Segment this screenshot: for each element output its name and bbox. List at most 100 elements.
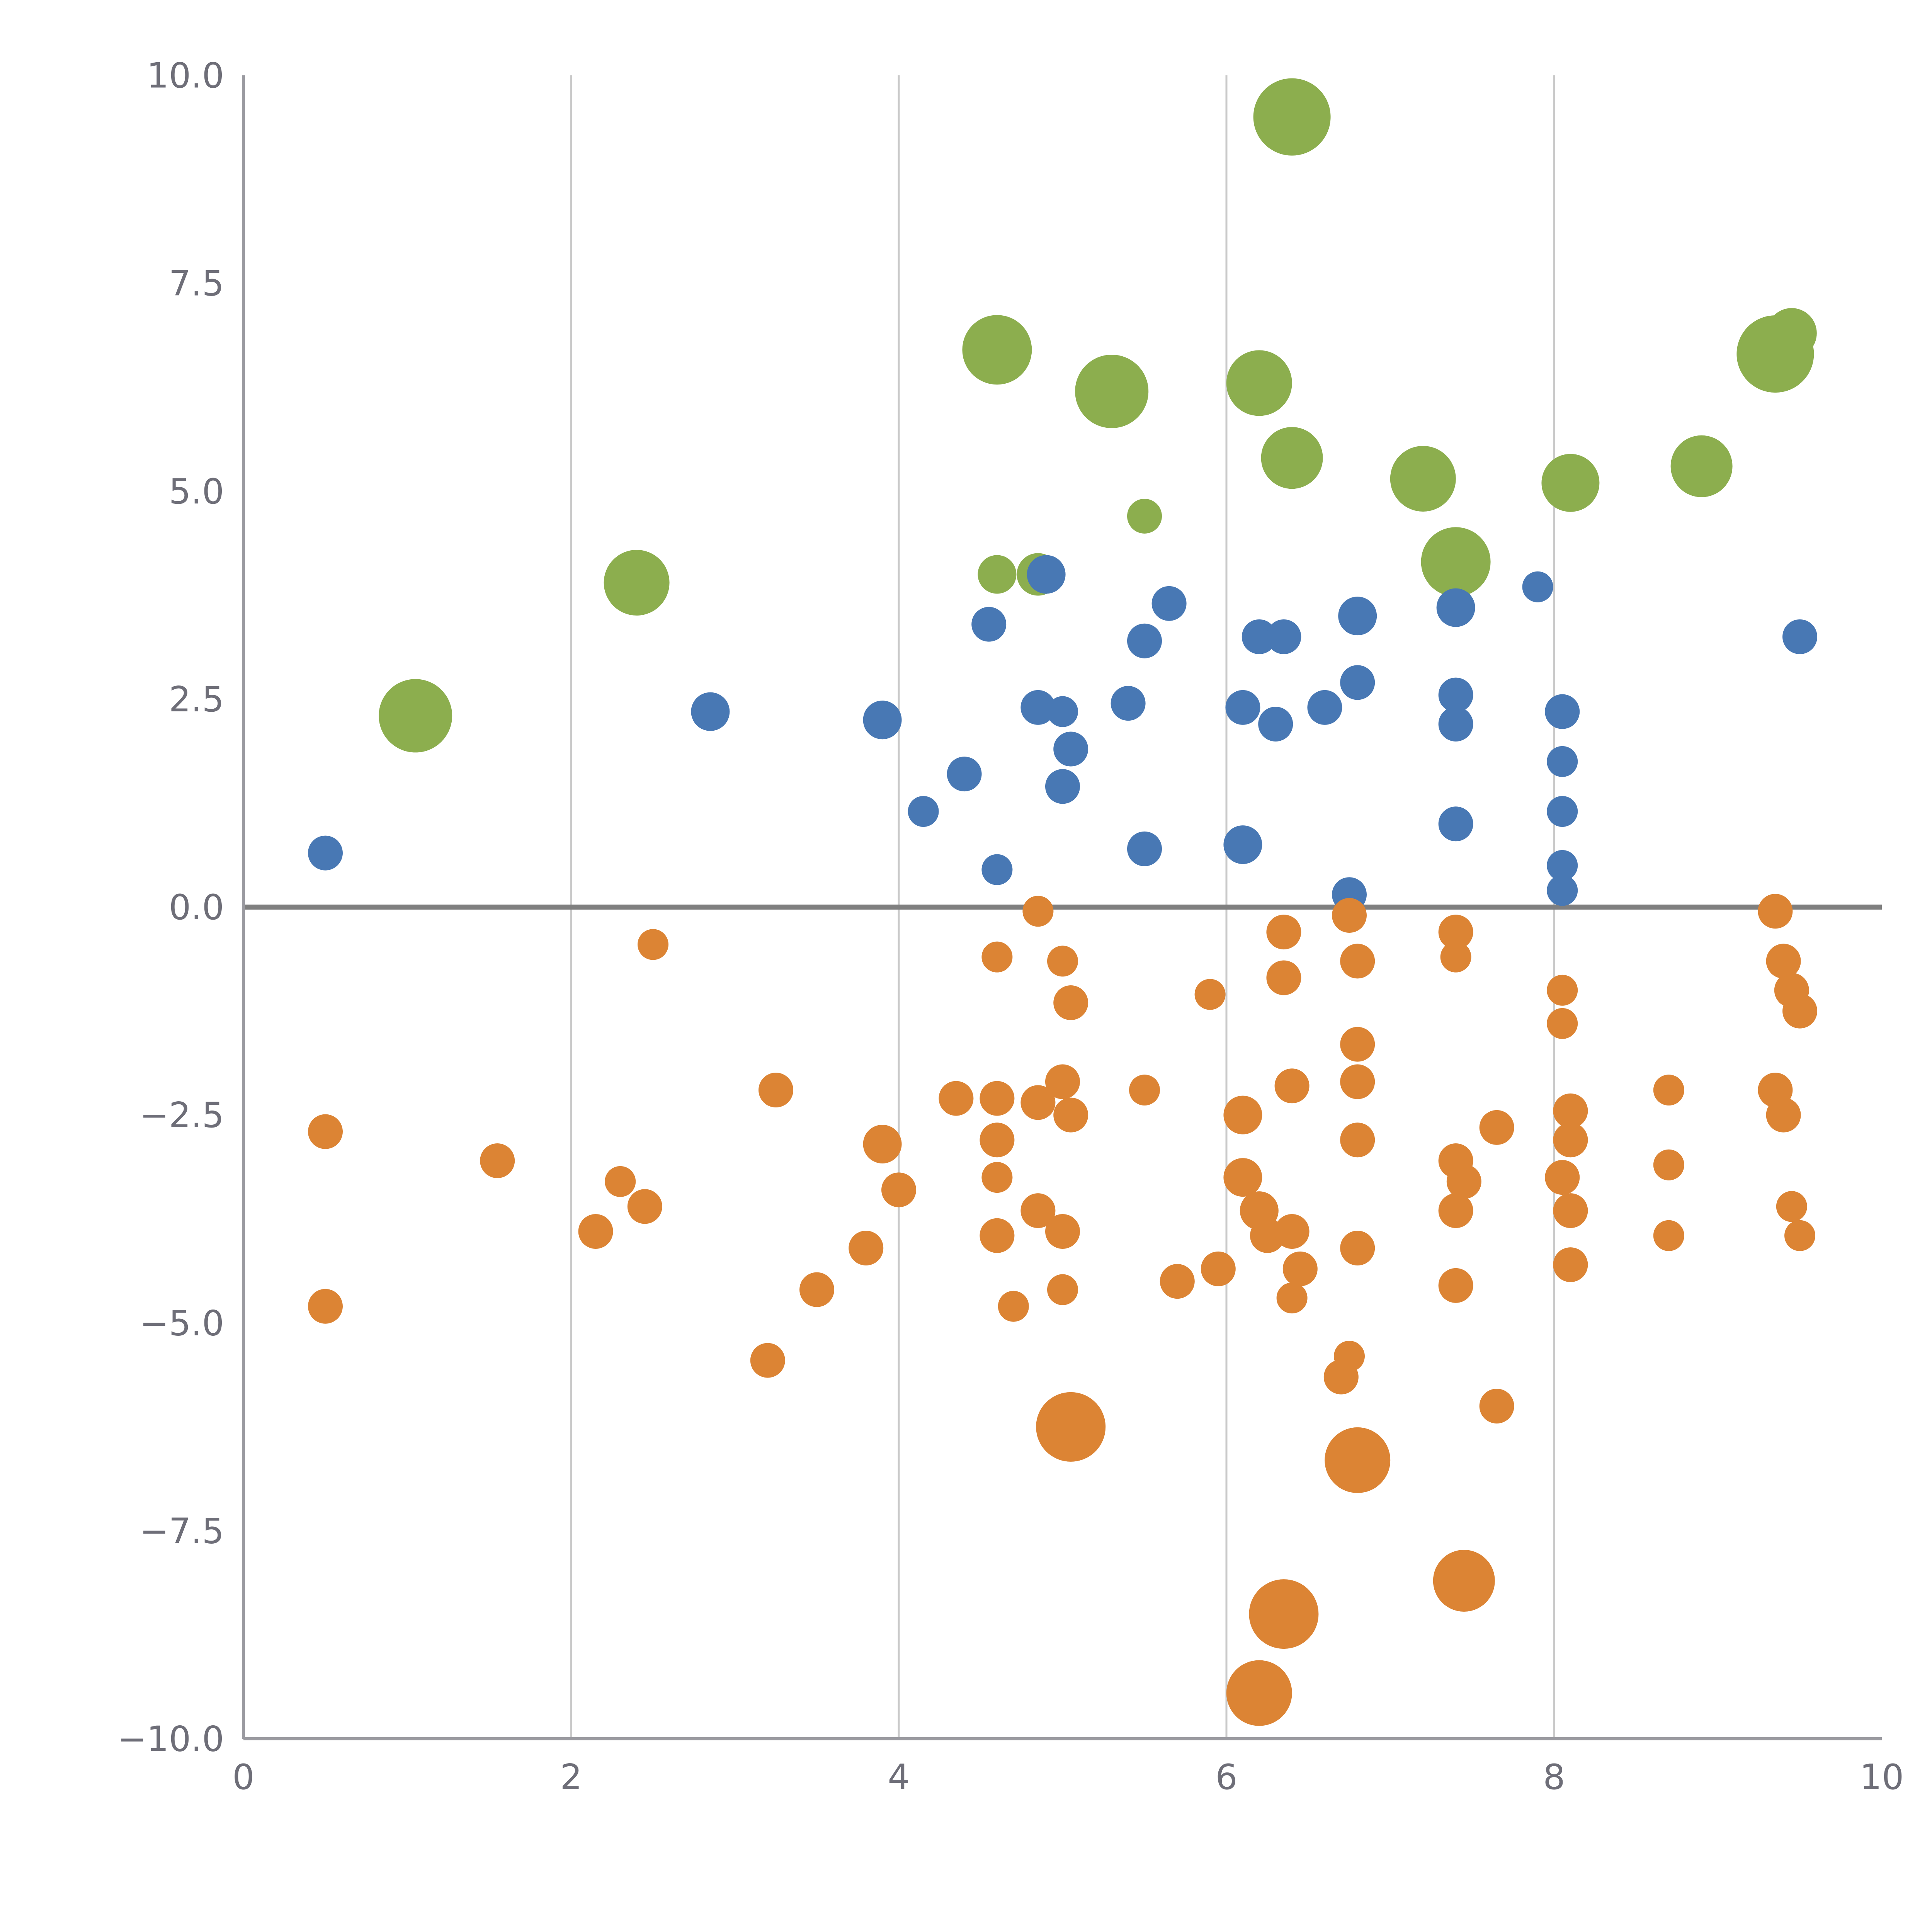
data-point-orange-dots bbox=[1438, 1268, 1473, 1303]
data-point-orange-dots bbox=[1547, 975, 1578, 1006]
data-point-blue-dots bbox=[308, 835, 343, 871]
data-point-orange-dots bbox=[1047, 1274, 1078, 1305]
x-tick-label: 4 bbox=[888, 1757, 910, 1798]
y-tick-label: −10.0 bbox=[117, 1719, 224, 1760]
data-point-orange-dots bbox=[308, 1114, 343, 1149]
data-point-blue-dots bbox=[947, 757, 982, 792]
data-point-orange-dots bbox=[1553, 1122, 1588, 1158]
data-point-blue-dots bbox=[1045, 769, 1080, 804]
data-point-orange-dots bbox=[1758, 894, 1793, 929]
data-point-orange-dots bbox=[627, 1189, 662, 1224]
data-point-orange-dots bbox=[863, 1124, 902, 1163]
data-point-blue-dots bbox=[1340, 665, 1375, 700]
data-point-orange-dots bbox=[980, 1122, 1015, 1158]
data-point-orange-dots bbox=[1276, 1282, 1308, 1314]
data-point-orange-dots bbox=[1653, 1220, 1684, 1251]
x-tick-label: 2 bbox=[560, 1757, 582, 1798]
data-point-blue-dots bbox=[1436, 588, 1475, 627]
data-point-orange-dots bbox=[981, 1162, 1013, 1193]
data-point-orange-dots bbox=[1766, 944, 1801, 979]
data-point-orange-dots bbox=[759, 1073, 793, 1108]
data-point-orange-dots bbox=[1266, 915, 1301, 950]
data-point-blue-dots bbox=[1438, 806, 1473, 842]
data-point-orange-dots bbox=[1479, 1389, 1514, 1423]
data-point-orange-dots bbox=[1053, 1097, 1088, 1133]
data-point-blue-dots bbox=[1545, 694, 1580, 729]
x-tick-label: 0 bbox=[232, 1757, 254, 1798]
data-point-orange-dots bbox=[1045, 1064, 1080, 1099]
data-point-orange-dots bbox=[578, 1214, 613, 1249]
data-point-green-bubbles bbox=[379, 679, 452, 753]
data-point-blue-dots bbox=[863, 701, 902, 740]
data-point-orange-dots bbox=[1653, 1075, 1684, 1106]
data-point-orange-dots bbox=[1340, 1027, 1375, 1062]
data-point-green-bubbles bbox=[604, 550, 670, 616]
data-point-blue-dots bbox=[971, 607, 1007, 642]
data-point-blue-dots bbox=[1547, 850, 1578, 881]
data-point-blue-dots bbox=[1338, 597, 1377, 636]
data-point-orange-dots bbox=[1776, 1191, 1807, 1222]
data-point-orange-dots bbox=[1479, 1110, 1514, 1145]
data-point-orange-dots bbox=[1194, 979, 1226, 1010]
data-point-blue-dots bbox=[1547, 746, 1578, 777]
data-point-blue-dots bbox=[1438, 706, 1473, 742]
data-point-blue-dots bbox=[1127, 623, 1162, 658]
data-point-orange-dots bbox=[939, 1081, 974, 1116]
data-point-orange-dots bbox=[1440, 941, 1471, 973]
x-tick-label: 6 bbox=[1215, 1757, 1237, 1798]
data-point-green-bubbles bbox=[1261, 427, 1323, 489]
data-point-green-bubbles bbox=[1670, 435, 1733, 497]
data-point-orange-dots bbox=[1545, 1160, 1580, 1195]
data-point-orange-dots bbox=[998, 1291, 1029, 1322]
data-point-orange-dots bbox=[1223, 1095, 1262, 1134]
data-points-group bbox=[308, 78, 1817, 1726]
data-point-orange-dots bbox=[1325, 1427, 1391, 1493]
data-point-orange-dots bbox=[1553, 1247, 1588, 1282]
data-point-green-bubbles bbox=[1421, 527, 1491, 597]
data-point-orange-dots bbox=[605, 1166, 636, 1197]
data-point-orange-dots bbox=[1223, 1158, 1262, 1197]
data-point-blue-dots bbox=[1127, 831, 1162, 866]
data-point-orange-dots bbox=[1036, 1392, 1106, 1462]
data-point-orange-dots bbox=[1020, 1085, 1056, 1120]
data-point-orange-dots bbox=[881, 1172, 916, 1208]
data-point-blue-dots bbox=[1020, 690, 1056, 725]
data-point-orange-dots bbox=[1332, 898, 1367, 933]
data-point-orange-dots bbox=[980, 1081, 1015, 1116]
data-point-blue-dots bbox=[1151, 586, 1187, 621]
data-point-blue-dots bbox=[1053, 731, 1088, 767]
y-tick-label: 2.5 bbox=[169, 679, 224, 720]
data-point-blue-dots bbox=[1522, 571, 1553, 602]
data-point-orange-dots bbox=[1340, 944, 1375, 979]
y-tick-label: −5.0 bbox=[139, 1303, 224, 1344]
data-point-blue-dots bbox=[691, 692, 730, 731]
data-point-orange-dots bbox=[1249, 1579, 1319, 1649]
data-point-blue-dots bbox=[908, 796, 939, 827]
y-tick-label: 10.0 bbox=[147, 56, 224, 96]
data-point-orange-dots bbox=[308, 1289, 343, 1324]
data-point-blue-dots bbox=[981, 854, 1013, 885]
data-point-orange-dots bbox=[1547, 1008, 1578, 1039]
data-point-green-bubbles bbox=[1127, 498, 1162, 534]
data-point-orange-dots bbox=[1274, 1214, 1310, 1249]
data-point-orange-dots bbox=[1020, 1193, 1056, 1228]
data-point-blue-dots bbox=[1438, 677, 1473, 713]
data-point-orange-dots bbox=[1274, 1068, 1310, 1104]
data-point-blue-dots bbox=[1547, 796, 1578, 827]
data-point-blue-dots bbox=[1111, 686, 1146, 721]
data-point-green-bubbles bbox=[1226, 350, 1292, 416]
data-point-orange-dots bbox=[1266, 960, 1301, 995]
data-point-orange-dots bbox=[1201, 1251, 1236, 1286]
data-point-orange-dots bbox=[750, 1343, 785, 1378]
data-point-green-bubbles bbox=[978, 555, 1017, 594]
data-point-blue-dots bbox=[1047, 696, 1078, 727]
data-point-orange-dots bbox=[799, 1272, 834, 1307]
gridlines-group bbox=[243, 75, 1882, 1739]
data-point-green-bubbles bbox=[1541, 454, 1600, 512]
y-tick-label: −7.5 bbox=[139, 1511, 224, 1551]
data-point-green-bubbles bbox=[1075, 354, 1149, 428]
data-point-orange-dots bbox=[981, 941, 1013, 973]
data-point-orange-dots bbox=[1334, 1340, 1365, 1372]
data-point-orange-dots bbox=[1160, 1264, 1195, 1299]
